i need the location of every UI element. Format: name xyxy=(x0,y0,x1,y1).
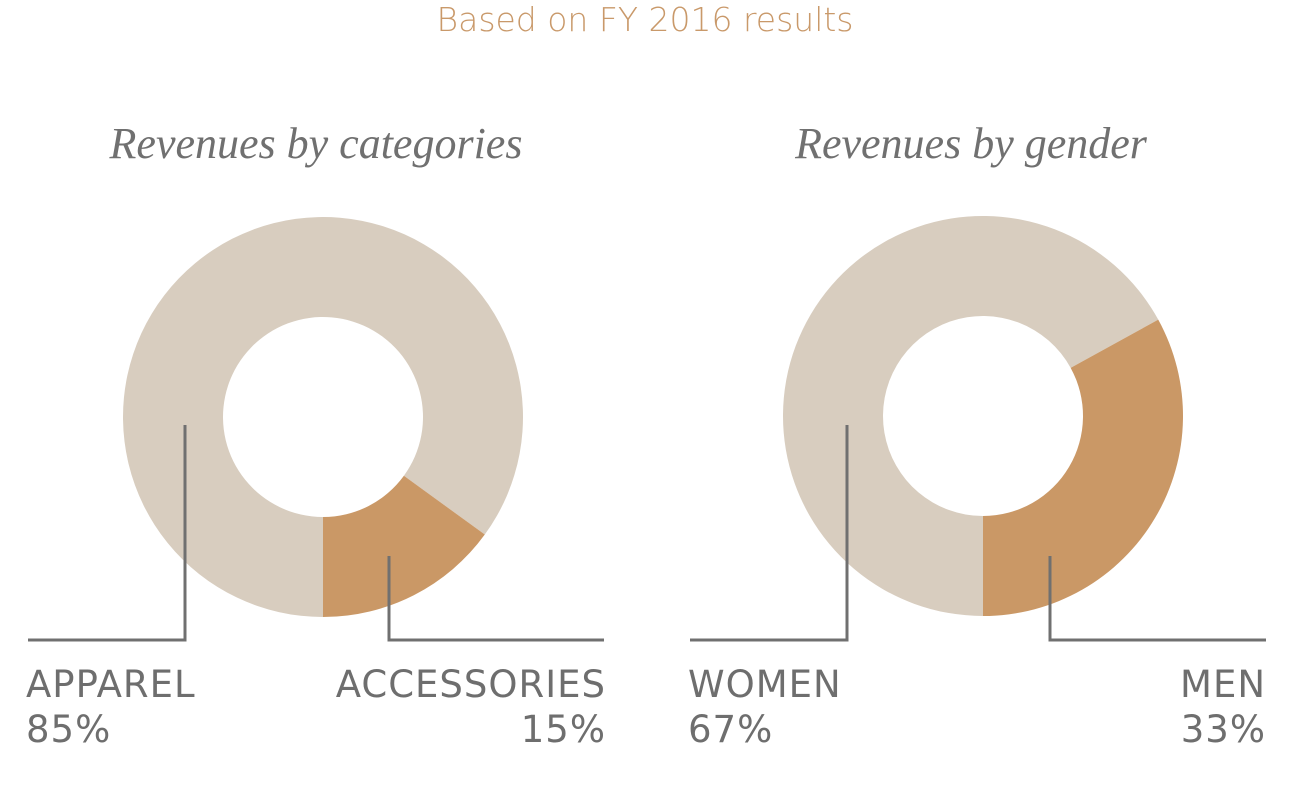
slice-value-women: 67% xyxy=(688,708,774,751)
donut-slice-apparel xyxy=(122,217,523,617)
slice-value-apparel: 85% xyxy=(26,708,112,751)
slice-name-accessories: ACCESSORIES xyxy=(335,663,606,706)
slice-value-men: 33% xyxy=(1180,708,1266,751)
donut-chart-categories xyxy=(28,217,604,642)
donut-chart-gender xyxy=(690,216,1266,642)
chart-title-categories: Revenues by categories xyxy=(109,119,523,168)
slice-name-women: WOMEN xyxy=(688,663,842,706)
donut-slice-accessories xyxy=(323,475,485,617)
leader-line-apparel xyxy=(28,425,187,642)
donut-slice-women xyxy=(783,216,1159,616)
leader-line-women xyxy=(690,425,849,642)
slice-name-men: MEN xyxy=(1180,663,1266,706)
chart-title-gender: Revenues by gender xyxy=(795,119,1147,168)
leader-line-men xyxy=(1048,556,1266,642)
slice-name-apparel: APPAREL xyxy=(26,663,196,706)
legend-label-women: WOMEN 67% xyxy=(688,662,842,752)
leader-line-accessories xyxy=(387,556,604,642)
legend-label-men: MEN 33% xyxy=(1180,662,1266,752)
slice-value-accessories: 15% xyxy=(520,708,606,751)
donut-slice-men xyxy=(983,319,1183,616)
legend-label-apparel: APPAREL 85% xyxy=(26,662,196,752)
legend-label-accessories: ACCESSORIES 15% xyxy=(336,662,606,752)
page-subtitle: Based on FY 2016 results xyxy=(436,0,854,39)
